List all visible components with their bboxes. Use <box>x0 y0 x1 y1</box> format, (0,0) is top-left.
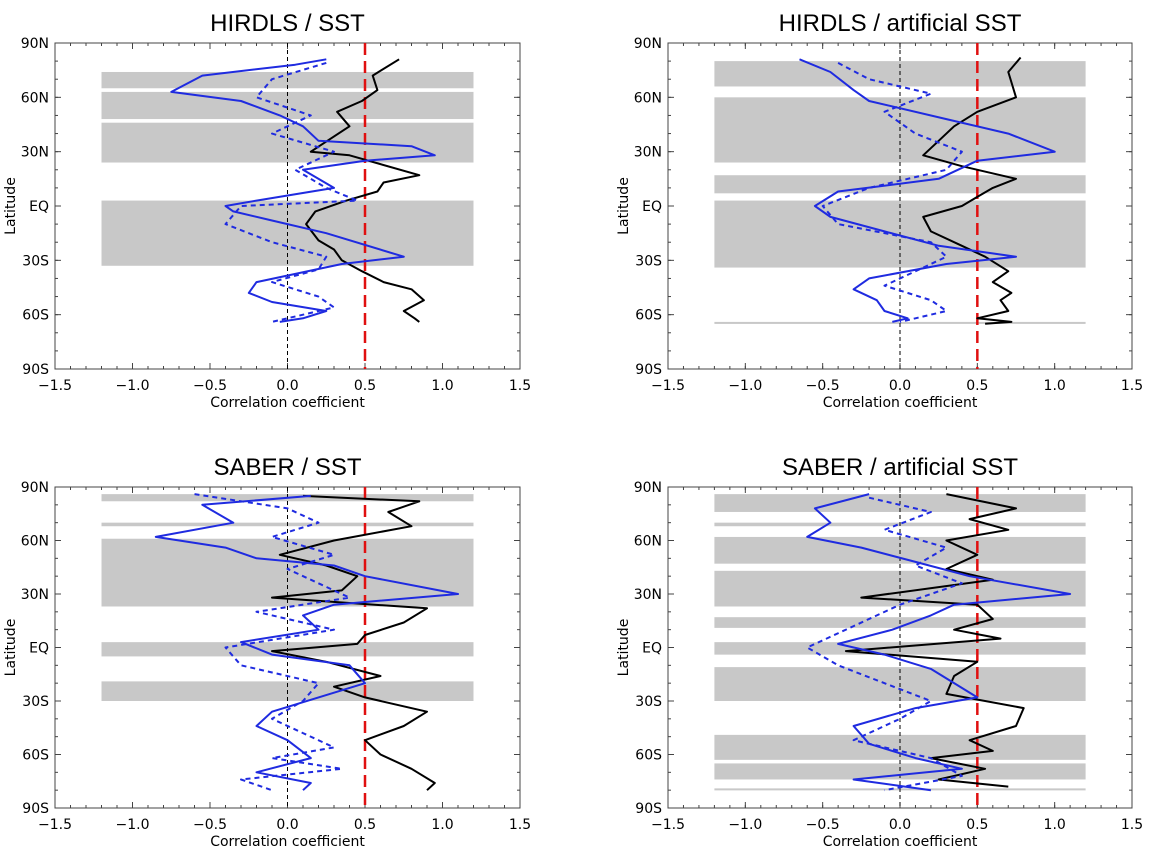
y-tick-label: 90N <box>21 36 49 52</box>
x-tick-label: −1.5 <box>38 817 72 833</box>
x-tick-label: −0.5 <box>193 817 227 833</box>
x-tick-label: 1.0 <box>1044 817 1066 833</box>
x-tick-label: 1.0 <box>1044 378 1066 394</box>
y-tick-label: 60N <box>21 90 49 106</box>
y-tick-label: 90N <box>634 36 662 52</box>
series-dashed-blue <box>806 496 963 792</box>
x-tick-label: 0.5 <box>966 817 988 833</box>
x-tick-label: −1.5 <box>651 817 685 833</box>
panel-3: SABER / SST −1.5 −1.0 −0.5 0.0 0.5 1.0 1.5 90S 60… <box>3 454 531 850</box>
series-solid-blue <box>170 58 436 323</box>
series-dashed-blue <box>821 62 963 323</box>
x-tick-label: 0.0 <box>276 378 298 394</box>
y-tick-label: EQ <box>642 199 662 215</box>
x-tick-label: 1.0 <box>431 817 453 833</box>
x-tick-label: 0.0 <box>889 378 911 394</box>
x-tick-label: −0.5 <box>806 817 840 833</box>
series-solid-black <box>922 56 1022 325</box>
y-axis-label: Latitude <box>616 619 632 677</box>
y-tick-label: 60S <box>22 308 49 324</box>
x-tick-label: −1.0 <box>728 378 762 394</box>
y-tick-label: 30N <box>21 587 49 603</box>
x-tick-label: 0.5 <box>354 817 376 833</box>
series-solid-blue <box>806 493 1072 792</box>
panel-4: SABER / artificial SST −1.5 −1.0 −0.5 0.0 0.5… <box>616 454 1143 850</box>
panel-1: HIRDLS / SST −1.5 −1.0 −0.5 0.0 0.5 1.0 1.5 90S 6… <box>3 10 531 411</box>
y-tick-label: EQ <box>29 641 49 657</box>
panel-title: SABER / SST <box>213 454 361 481</box>
panel-title: HIRDLS / SST <box>210 10 365 37</box>
x-tick-label: 1.5 <box>1121 378 1143 394</box>
x-tick-label: −0.5 <box>193 378 227 394</box>
y-tick-label: 60S <box>22 748 49 764</box>
x-tick-label: −1.5 <box>38 378 72 394</box>
panel-2: HIRDLS / artificial SST −1.5 −1.0 −0.5 0.0 0.… <box>616 10 1143 411</box>
series-solid-blue <box>154 494 459 791</box>
y-tick-label: 90N <box>21 480 49 496</box>
x-tick-label: −0.5 <box>806 378 840 394</box>
series-dashed-blue <box>224 61 359 323</box>
x-tick-label: −1.0 <box>116 378 150 394</box>
y-tick-label: 30N <box>634 587 662 603</box>
y-tick-label: 90S <box>635 362 662 378</box>
series-solid-black <box>844 493 1025 788</box>
y-tick-label: 60N <box>21 534 49 550</box>
panel-title: SABER / artificial SST <box>782 454 1018 481</box>
panel-title: HIRDLS / artificial SST <box>779 10 1022 37</box>
x-tick-label: 0.0 <box>276 817 298 833</box>
y-tick-label: 90N <box>634 480 662 496</box>
y-tick-label: 60N <box>634 90 662 106</box>
y-tick-label: 30S <box>22 694 49 710</box>
y-tick-label: 60S <box>635 748 662 764</box>
x-axis-label: Correlation coefficient <box>210 834 365 850</box>
y-tick-label: 30S <box>22 253 49 269</box>
y-tick-label: 90S <box>22 801 49 817</box>
y-axis-label: Latitude <box>3 177 19 235</box>
series-solid-black <box>271 494 436 791</box>
x-tick-label: 0.5 <box>354 378 376 394</box>
series-solid-black <box>305 58 425 323</box>
x-axis-label: Correlation coefficient <box>823 834 978 850</box>
y-tick-label: 90S <box>635 801 662 817</box>
shaded-band <box>714 763 1086 780</box>
shaded-band <box>714 321 1086 324</box>
x-tick-label: −1.0 <box>116 817 150 833</box>
y-tick-label: 30N <box>634 145 662 161</box>
y-axis-label: Latitude <box>616 177 632 235</box>
x-tick-label: 1.0 <box>431 378 453 394</box>
x-axis-label: Correlation coefficient <box>823 395 978 411</box>
y-tick-label: 60S <box>635 308 662 324</box>
x-tick-label: −1.5 <box>651 378 685 394</box>
x-axis-label: Correlation coefficient <box>210 395 365 411</box>
x-tick-label: 1.5 <box>509 378 531 394</box>
x-tick-label: 1.5 <box>1121 817 1143 833</box>
series-solid-blue <box>799 58 1056 323</box>
x-tick-label: −1.0 <box>728 817 762 833</box>
x-tick-label: 0.5 <box>966 378 988 394</box>
y-tick-label: 60N <box>634 534 662 550</box>
y-tick-label: 30S <box>635 694 662 710</box>
y-tick-label: 30N <box>21 145 49 161</box>
x-tick-label: 0.0 <box>889 817 911 833</box>
y-tick-label: 90S <box>22 362 49 378</box>
y-tick-label: EQ <box>29 199 49 215</box>
x-tick-label: 1.5 <box>509 817 531 833</box>
y-tick-label: EQ <box>642 641 662 657</box>
series-dashed-blue <box>194 493 351 792</box>
y-tick-label: 30S <box>635 253 662 269</box>
y-axis-label: Latitude <box>3 619 19 677</box>
